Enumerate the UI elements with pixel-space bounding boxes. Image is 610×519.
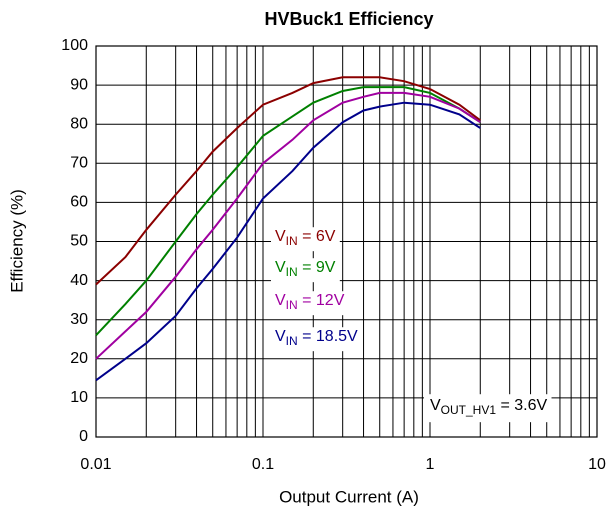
legend-background [271,227,340,252]
y-tick-label: 80 [70,115,88,132]
x-tick-label: 0.1 [252,456,274,473]
x-axis-label: Output Current (A) [279,487,419,506]
annotation: VOUT_HV1 = 3.6V [430,397,548,417]
plot-frame [95,45,598,438]
y-tick-label: 70 [70,155,88,172]
y-tick-label: 100 [61,37,88,54]
series-line [95,91,481,360]
y-tick-label: 90 [70,76,88,93]
chart-title: HVBuck1 Efficiency [264,9,433,29]
legend-background [271,291,349,316]
legend-label: VIN = 12V [275,292,345,312]
y-tick-label: 40 [70,272,88,289]
y-axis-label: Efficiency (%) [7,189,26,293]
legend-background [271,258,340,283]
y-tick-label: 30 [70,311,88,328]
legend-label: VIN = 18.5V [275,328,358,348]
legend-label: VIN = 9V [275,259,336,279]
legend-label: VIN = 6V [275,228,336,248]
y-tick-label: 10 [70,389,88,406]
x-tick-label: 1 [426,456,435,473]
series-line [95,101,481,382]
series-line [95,86,481,336]
series-line [95,76,481,286]
y-tick-label: 50 [70,233,88,250]
annotation-background [424,394,552,423]
y-tick-label: 0 [79,428,88,445]
x-tick-label: 10 [588,456,606,473]
x-tick-label: 0.01 [80,456,111,473]
y-tick-label: 60 [70,194,88,211]
y-tick-label: 20 [70,350,88,367]
legend-background [271,327,363,352]
